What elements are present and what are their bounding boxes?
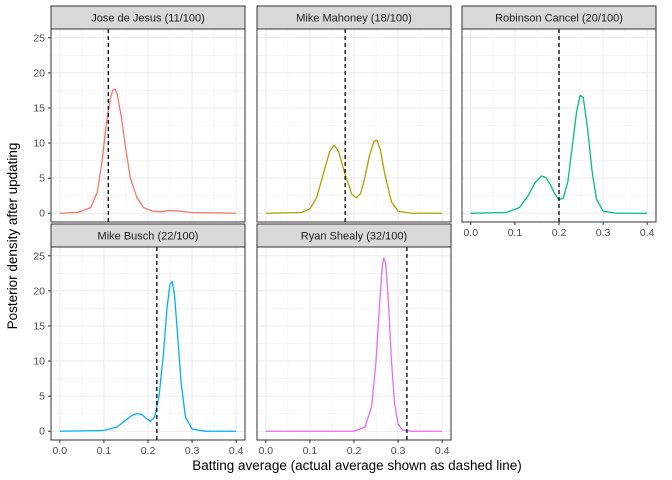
x-tick-label: 0.3 (185, 445, 200, 457)
x-tick-label: 0.1 (97, 445, 112, 457)
y-tick-label: 5 (39, 173, 45, 185)
density-curve (265, 257, 443, 432)
x-tick-label: 0.2 (552, 227, 567, 239)
x-tick-label: 0.3 (596, 227, 611, 239)
density-curve (59, 281, 237, 432)
density-curve (59, 88, 237, 214)
x-tick-label: 0.0 (464, 227, 479, 239)
y-axis-title: Posterior density after updating (5, 143, 20, 330)
y-tick-label: 20 (33, 67, 45, 79)
panel-4: Mike Busch (22/100) 0 5 10 15 20 25 0.0 0.1 0.2 0.… (33, 223, 246, 457)
density-curve (265, 139, 443, 214)
panel-2: Mike Mahoney (18/100) (256, 5, 452, 223)
x-tick-label: 0.2 (141, 445, 156, 457)
y-tick-label: 25 (33, 32, 45, 44)
density-curve (470, 94, 648, 214)
x-tick-label: 0.4 (229, 445, 244, 457)
y-tick-label: 0 (39, 208, 45, 220)
panel-strip-label: Ryan Shealy (32/100) (301, 231, 407, 243)
y-tick-label: 25 (33, 250, 45, 262)
panel-strip-label: Robinson Cancel (20/100) (495, 13, 623, 25)
panel-3: Robinson Cancel (20/100) 0.0 0.1 0.2 0.3 0.4 (461, 5, 657, 239)
x-tick-label: 0.4 (435, 445, 450, 457)
y-tick-label: 15 (33, 320, 45, 332)
panel-strip-label: Jose de Jesus (11/100) (91, 13, 205, 25)
panels-layer: Jose de Jesus (11/100) 0 5 10 15 20 25 Mike Mah… (33, 5, 657, 457)
x-tick-label: 0.0 (53, 445, 68, 457)
x-tick-label: 0.1 (508, 227, 523, 239)
x-tick-label: 0.0 (259, 445, 274, 457)
y-tick-label: 10 (33, 138, 45, 150)
y-tick-label: 20 (33, 285, 45, 297)
panel-strip-label: Mike Busch (22/100) (98, 231, 199, 243)
x-tick-label: 0.1 (303, 445, 318, 457)
y-tick-label: 5 (39, 391, 45, 403)
y-tick-label: 10 (33, 356, 45, 368)
x-axis-title: Batting average (actual average shown as… (192, 458, 521, 473)
y-tick-label: 0 (39, 426, 45, 438)
panel-border (256, 28, 452, 223)
y-tick-label: 15 (33, 102, 45, 114)
panel-1: Jose de Jesus (11/100) 0 5 10 15 20 25 (33, 5, 246, 223)
x-tick-label: 0.3 (391, 445, 406, 457)
panel-border (50, 28, 246, 223)
x-tick-label: 0.2 (347, 445, 362, 457)
x-tick-label: 0.4 (640, 227, 655, 239)
panel-5: Ryan Shealy (32/100) 0.0 0.1 0.2 0.3 0.4 (256, 223, 452, 457)
panel-strip-label: Mike Mahoney (18/100) (296, 13, 412, 25)
